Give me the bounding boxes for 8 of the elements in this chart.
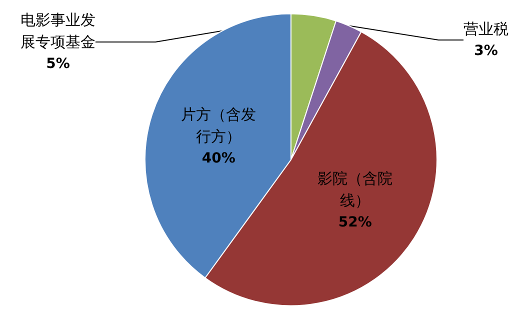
slice-label: 营业税 — [464, 20, 508, 38]
data-label: 40% — [202, 150, 236, 166]
data-label: 3% — [474, 43, 498, 59]
slice-label: 片方（含发行方） — [181, 105, 256, 146]
slice-label: 影院（含院线） — [318, 169, 393, 210]
data-label: 52% — [338, 214, 372, 230]
slice-label: 电影事业发展专项基金 — [20, 11, 96, 51]
data-label: 5% — [46, 56, 70, 72]
